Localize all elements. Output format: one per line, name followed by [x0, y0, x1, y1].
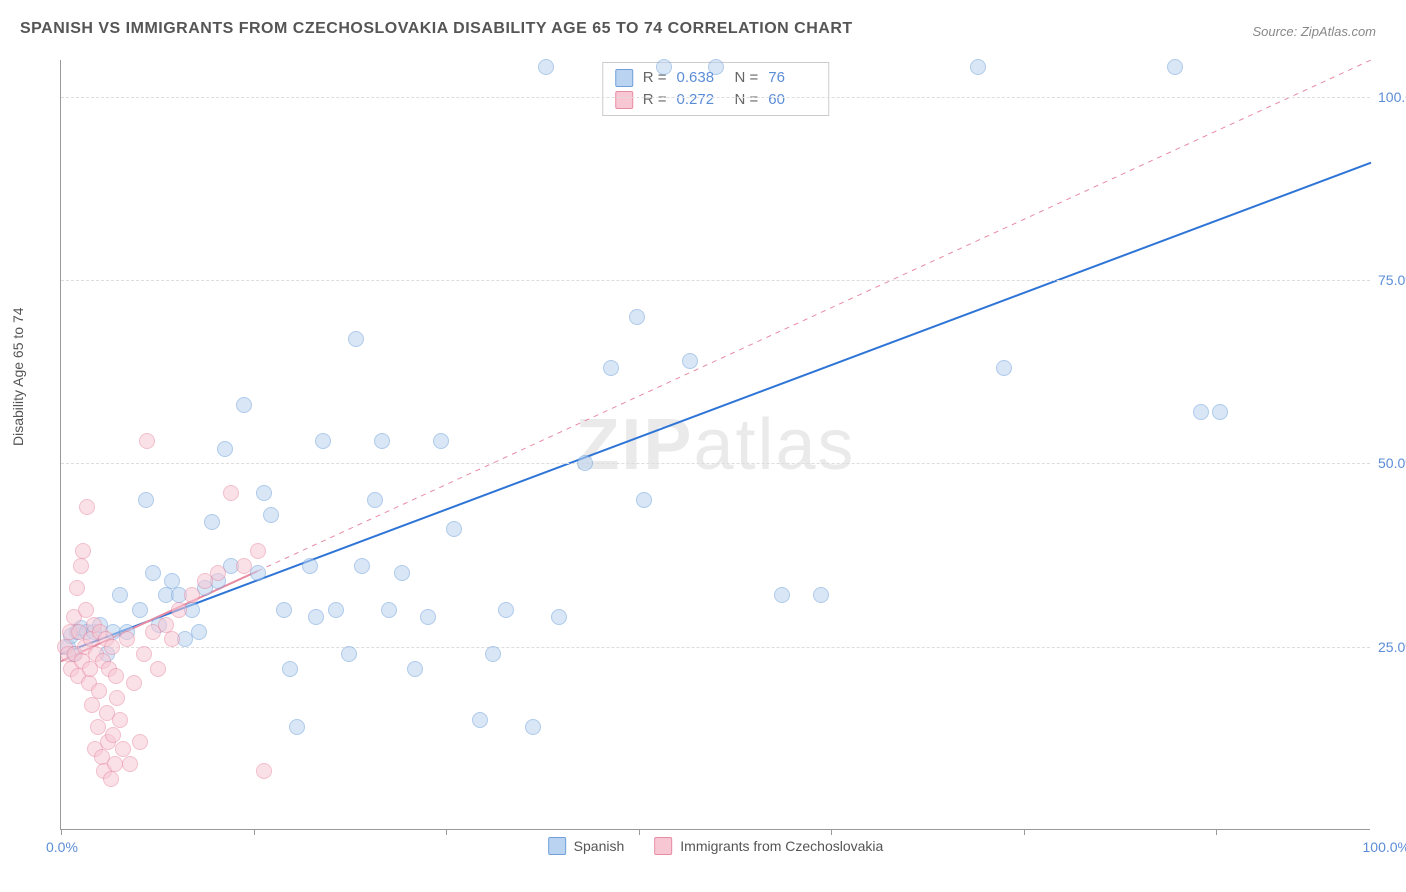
data-point — [171, 602, 187, 618]
data-point — [112, 712, 128, 728]
data-point — [158, 617, 174, 633]
data-point — [250, 543, 266, 559]
data-point — [78, 602, 94, 618]
data-point — [105, 727, 121, 743]
y-axis-label: Disability Age 65 to 74 — [10, 307, 26, 446]
data-point — [107, 756, 123, 772]
chart-lines-layer — [61, 60, 1370, 829]
swatch-spanish — [548, 837, 566, 855]
gridline — [61, 97, 1370, 98]
gridline — [61, 280, 1370, 281]
data-point — [103, 771, 119, 787]
r-value-czech: 0.272 — [677, 89, 725, 111]
data-point — [145, 565, 161, 581]
x-tick-mark — [61, 829, 62, 835]
chart-title: SPANISH VS IMMIGRANTS FROM CZECHOSLOVAKI… — [20, 20, 853, 38]
data-point — [348, 331, 364, 347]
series-legend-spanish: Spanish — [548, 837, 625, 855]
x-tick-mark — [1216, 829, 1217, 835]
swatch-spanish — [615, 69, 633, 87]
series-legend-czech: Immigrants from Czechoslovakia — [654, 837, 883, 855]
gridline — [61, 647, 1370, 648]
data-point — [91, 683, 107, 699]
data-point — [115, 741, 131, 757]
n-label: N = — [735, 67, 759, 89]
data-point — [774, 587, 790, 603]
n-value-spanish: 76 — [768, 67, 816, 89]
data-point — [223, 485, 239, 501]
data-point — [636, 492, 652, 508]
x-tick-mark — [1024, 829, 1025, 835]
data-point — [250, 565, 266, 581]
data-point — [394, 565, 410, 581]
data-point — [90, 719, 106, 735]
y-tick-label: 75.0% — [1378, 272, 1406, 288]
data-point — [136, 646, 152, 662]
data-point — [104, 639, 120, 655]
data-point — [69, 580, 85, 596]
data-point — [407, 661, 423, 677]
series-name-czech: Immigrants from Czechoslovakia — [680, 838, 883, 854]
data-point — [191, 624, 207, 640]
y-tick-label: 100.0% — [1378, 89, 1406, 105]
data-point — [525, 719, 541, 735]
plot-area: ZIPatlas R = 0.638 N = 76 R = 0.272 N = … — [60, 60, 1370, 830]
n-value-czech: 60 — [768, 89, 816, 111]
y-tick-label: 25.0% — [1378, 639, 1406, 655]
data-point — [119, 631, 135, 647]
n-label: N = — [735, 89, 759, 111]
data-point — [132, 734, 148, 750]
r-label: R = — [643, 89, 667, 111]
data-point — [256, 485, 272, 501]
data-point — [1167, 59, 1183, 75]
data-point — [73, 558, 89, 574]
data-point — [217, 441, 233, 457]
y-tick-label: 50.0% — [1378, 455, 1406, 471]
data-point — [108, 668, 124, 684]
x-tick-mark — [639, 829, 640, 835]
x-tick-0: 0.0% — [46, 839, 78, 855]
trendline-dashed — [258, 60, 1372, 571]
data-point — [538, 59, 554, 75]
data-point — [236, 397, 252, 413]
series-name-spanish: Spanish — [574, 838, 625, 854]
x-tick-mark — [831, 829, 832, 835]
swatch-czech — [615, 91, 633, 109]
series-legend: Spanish Immigrants from Czechoslovakia — [548, 837, 884, 855]
data-point — [302, 558, 318, 574]
data-point — [132, 602, 148, 618]
legend-row-czech: R = 0.272 N = 60 — [615, 89, 817, 111]
x-tick-100: 100.0% — [1363, 839, 1406, 855]
x-tick-mark — [446, 829, 447, 835]
data-point — [164, 573, 180, 589]
data-point — [150, 661, 166, 677]
data-point — [328, 602, 344, 618]
gridline — [61, 463, 1370, 464]
data-point — [682, 353, 698, 369]
data-point — [656, 59, 672, 75]
data-point — [381, 602, 397, 618]
x-tick-mark — [254, 829, 255, 835]
data-point — [204, 514, 220, 530]
source-attribution: Source: ZipAtlas.com — [1252, 24, 1376, 39]
data-point — [276, 602, 292, 618]
data-point — [629, 309, 645, 325]
swatch-czech — [654, 837, 672, 855]
data-point — [263, 507, 279, 523]
data-point — [282, 661, 298, 677]
data-point — [1193, 404, 1209, 420]
